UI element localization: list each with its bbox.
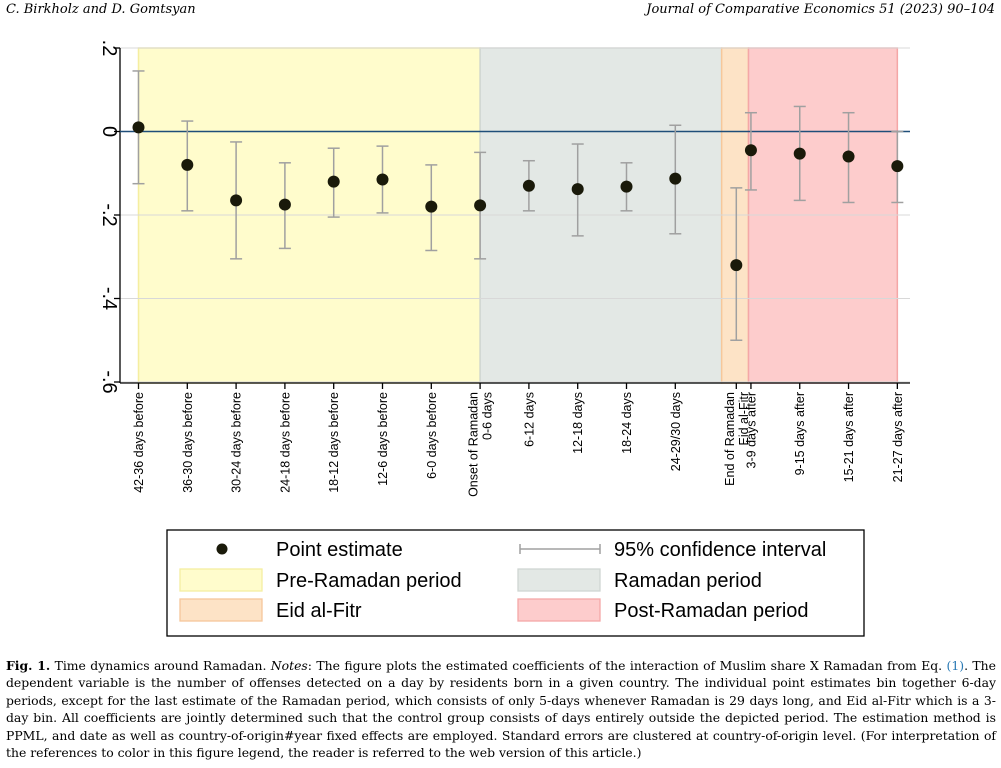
legend-key-post [517,598,601,622]
legend-label-ramadan: Ramadan period [614,570,762,592]
point-14 [793,147,806,160]
caption-title: Time dynamics around Ramadan. [50,658,271,673]
point-7 [474,199,487,212]
point-1 [181,158,194,171]
x-tick-label-14: 9-15 days after [793,392,807,475]
x-tick-label-13: 3-9 days after [744,392,758,468]
x-tick-label-10: 18-24 days [620,392,634,454]
x-tick-label-8: 6-12 days [522,392,536,447]
x-tick-label-line: 36-30 days before [181,392,195,493]
point-10 [620,180,633,193]
x-tick-label-line: 30-24 days before [230,392,244,493]
x-tick-label-line: 15-21 days after [842,392,856,482]
caption-text-2: . The dependent variable is the number o… [6,658,996,761]
x-tick-label-2: 30-24 days before [230,392,244,493]
x-tick-label-9: 12-18 days [571,392,585,454]
caption-eq-ref[interactable]: (1) [946,658,965,673]
x-tick-label-line: 0-6 days [481,392,495,440]
x-tick-label-line: 6-0 days before [425,392,439,479]
legend-box [166,529,865,637]
caption-text-1: : The figure plots the estimated coeffic… [307,658,947,673]
x-tick-label-6: 6-0 days before [425,392,439,479]
chart-marks [120,70,910,341]
legend-key-pre [179,568,263,592]
x-tick-label-line: 12-18 days [571,392,585,454]
point-6 [425,200,438,213]
point-11 [669,172,682,185]
point-4 [327,175,340,188]
running-head-journal: Journal of Comparative Economics 51 (202… [646,2,995,17]
x-tick-label-15: 15-21 days after [842,392,856,482]
x-tick-label-line: Eid al-Fitr [737,392,751,445]
x-tick-label-line: 18-12 days before [327,392,341,493]
x-tick-label-line: 24-18 days before [278,392,292,493]
caption-notes-label: Notes [270,658,308,673]
legend-label-post: Post-Ramadan period [614,600,809,622]
x-tick-label-0: 42-36 days before [132,392,146,493]
point-15 [842,150,855,163]
x-tick-label-7: Onset of Ramadan 0-6 days [467,392,495,497]
x-tick-label-5: 12-6 days before [376,392,390,486]
point-16 [891,160,904,173]
point-0 [132,121,145,134]
caption-fig-label: Fig. 1. [6,658,51,673]
x-tick-label-line: End of Ramadan [723,392,737,486]
y-tick-label-1: -.4 [98,287,120,310]
legend-label-eid: Eid al-Fitr [276,600,362,622]
x-tick-label-4: 18-12 days before [327,392,341,493]
x-tick-label-16: 21-27 days after [891,392,905,482]
x-tick-label-1: 36-30 days before [181,392,195,493]
x-tick-label-line: 18-24 days [620,392,634,454]
y-tick-label-4: .2 [98,40,120,57]
point-12 [730,259,743,272]
x-tick-label-3: 24-18 days before [278,392,292,493]
point-13 [744,144,757,157]
point-9 [571,183,584,196]
x-tick-label-line: 42-36 days before [132,392,146,493]
x-tick-label-11: 24-29/30 days [669,392,683,471]
point-3 [278,198,291,211]
figure-chart: -.6 -.4 -.2 0 .2 42-36 days before 36-30 days … [98,40,910,637]
legend-key-eid [179,598,263,622]
running-head-authors: C. Birkholz and D. Gomtsyan [6,2,196,17]
point-5 [376,173,389,186]
figure-caption: Fig. 1. Time dynamics around Ramadan. No… [6,657,996,761]
y-tick-label-3: 0 [98,126,120,137]
point-8 [522,179,535,192]
x-tick-label-12: End of Ramadan Eid al-Fitr [723,392,751,486]
x-tick-label-line: 21-27 days after [891,392,905,482]
chart-legend: Point estimate 95% confidence interval Pre… [166,529,865,637]
legend-label-pre: Pre-Ramadan period [276,570,462,592]
x-tick-label-line: 12-6 days before [376,392,390,486]
axes: -.6 -.4 -.2 0 .2 42-36 days before 36-30 days … [98,40,910,497]
x-tick-label-line: 9-15 days after [793,392,807,475]
legend-key-point [216,543,228,555]
x-tick-label-line: 6-12 days [522,392,536,447]
x-tick-label-line: 24-29/30 days [669,392,683,471]
y-tick-label-2: -.2 [98,203,120,226]
legend-label-point: Point estimate [276,539,403,561]
point-2 [230,194,243,207]
legend-key-ramadan [517,568,601,592]
x-tick-label-line: 3-9 days after [744,392,758,468]
x-tick-label-line: Onset of Ramadan [467,392,481,497]
legend-label-ci: 95% confidence interval [614,539,826,561]
y-tick-label-0: -.6 [98,370,120,393]
